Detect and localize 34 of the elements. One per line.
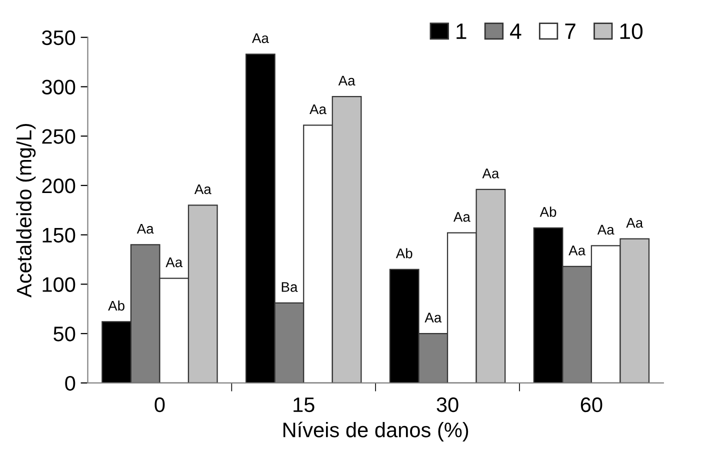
data-label: Aa <box>136 224 154 234</box>
y-tick-label: 150 <box>42 228 76 243</box>
legend-label: 4 <box>510 24 522 39</box>
data-label: Aa <box>424 312 442 322</box>
x-tick-label: 60 <box>580 397 602 412</box>
x-tick-label: 30 <box>436 397 458 412</box>
y-tick-label: 100 <box>42 277 76 292</box>
y-tick-label: 50 <box>54 326 76 342</box>
x-tick-label: 0 <box>154 397 165 412</box>
legend-label: 10 <box>620 23 643 40</box>
y-tick-label: 0 <box>65 376 76 391</box>
y-axis-title: Acetaldeido (mg/L) <box>16 124 36 298</box>
data-label: Aa <box>252 33 269 44</box>
data-label: Aa <box>597 224 614 235</box>
data-label: Aa <box>166 258 183 268</box>
y-tick-label: 250 <box>42 129 76 144</box>
data-label: Ba <box>282 282 298 292</box>
data-label: Aa <box>194 184 212 194</box>
x-tick-label: 15 <box>294 398 314 412</box>
data-label: Aa <box>626 218 644 228</box>
data-label: Aa <box>338 76 356 86</box>
legend-label: 7 <box>565 24 576 39</box>
y-tick-label: 300 <box>42 80 76 94</box>
x-axis-title: Níveis de danos (%) <box>283 422 468 442</box>
data-label: Ab <box>540 206 556 217</box>
data-label: Ab <box>108 300 124 311</box>
data-label: Aa <box>453 212 470 222</box>
y-tick-label: 350 <box>42 30 76 46</box>
data-label: Aa <box>310 104 326 114</box>
data-label: Ab <box>396 248 412 258</box>
data-label: Aa <box>482 168 500 178</box>
legend-label: 1 <box>456 24 466 39</box>
y-tick-label: 200 <box>42 178 76 194</box>
data-label: Aa <box>568 246 586 256</box>
